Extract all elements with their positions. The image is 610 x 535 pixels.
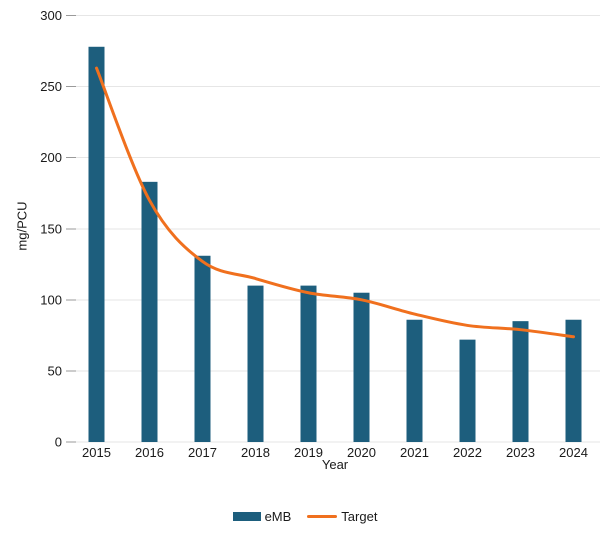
bar-2015 <box>88 46 105 442</box>
x-tick-label-2017: 2017 <box>188 445 217 460</box>
y-tick-label-250: 250 <box>40 79 62 94</box>
bar-2016 <box>141 181 158 442</box>
legend: eMB Target <box>0 509 610 524</box>
bar-2019 <box>300 285 317 442</box>
x-tick-label-2024: 2024 <box>559 445 588 460</box>
x-tick-label-2018: 2018 <box>241 445 270 460</box>
y-axis-title: mg/PCU <box>14 201 30 251</box>
x-tick-label-2016: 2016 <box>135 445 164 460</box>
legend-line-swatch-target <box>307 515 338 518</box>
y-tick-label-200: 200 <box>40 150 62 165</box>
bar-2022 <box>459 339 476 442</box>
target-line <box>95 66 575 339</box>
y-tick-label-50: 50 <box>48 363 62 378</box>
x-tick-label-2019: 2019 <box>294 445 323 460</box>
x-tick-label-2020: 2020 <box>347 445 376 460</box>
x-tick-label-2015: 2015 <box>82 445 111 460</box>
y-tick-label-150: 150 <box>40 221 62 236</box>
y-tick-label-300: 300 <box>40 8 62 23</box>
x-axis-title: Year <box>321 457 349 472</box>
bar-2017 <box>194 255 211 442</box>
x-tick-label-2023: 2023 <box>506 445 535 460</box>
bar-2018 <box>247 285 264 442</box>
bar-2023 <box>512 321 529 442</box>
y-tick-label-100: 100 <box>40 292 62 307</box>
bar-2020 <box>353 292 370 442</box>
legend-bar-swatch-emb <box>232 512 261 521</box>
y-tick-label-0: 0 <box>55 435 62 450</box>
x-tick-label-2022: 2022 <box>453 445 482 460</box>
x-tick-label-2021: 2021 <box>400 445 429 460</box>
bar-2024 <box>565 319 582 442</box>
legend-label-emb: eMB <box>264 509 292 524</box>
legend-label-target: Target <box>341 509 378 524</box>
bar-2021 <box>406 319 423 442</box>
